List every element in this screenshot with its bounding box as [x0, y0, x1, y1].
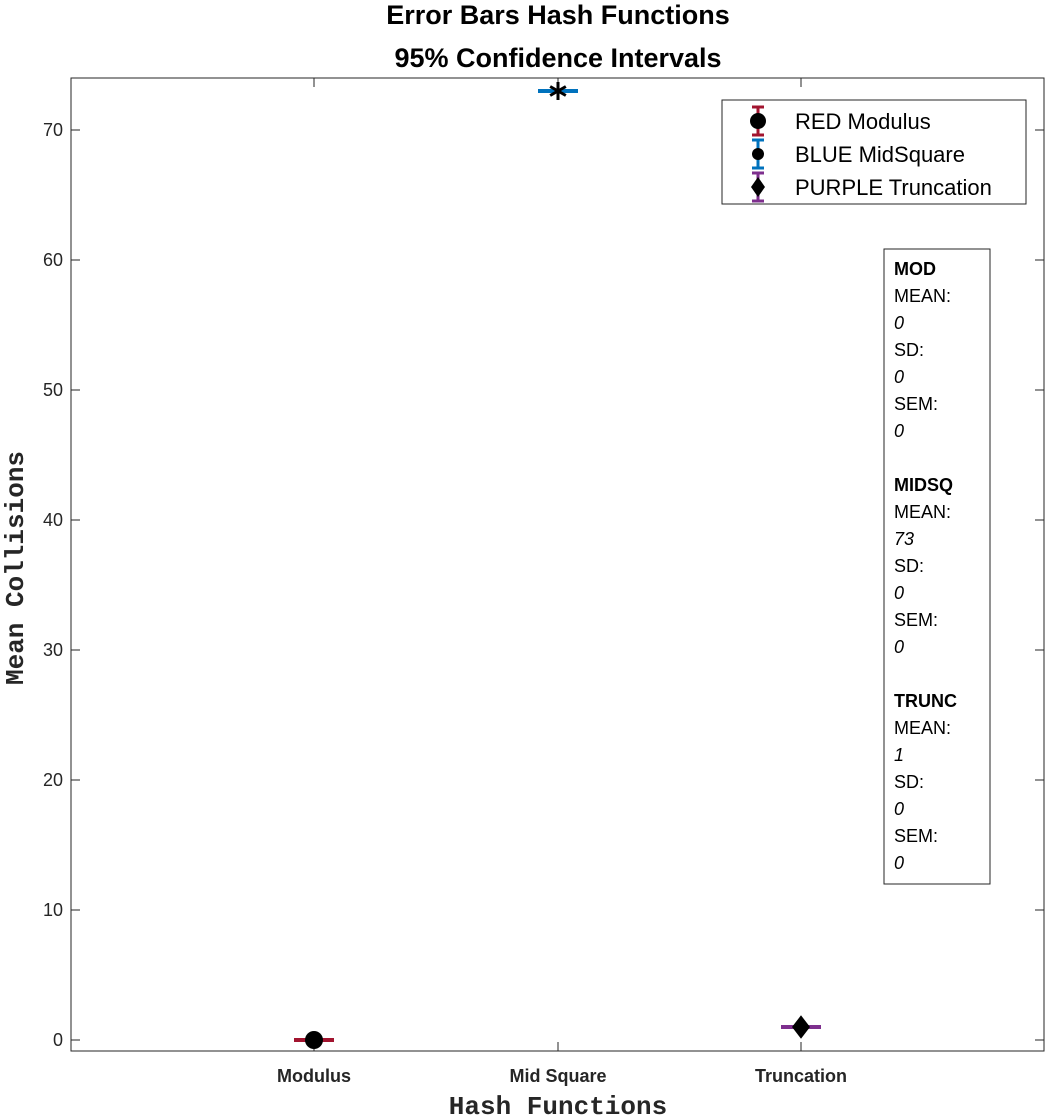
stats-value: 0 — [894, 583, 904, 603]
series-mid-square — [538, 82, 578, 100]
stats-value: 0 — [894, 853, 904, 873]
series-modulus — [294, 1031, 334, 1049]
data-point — [549, 82, 567, 100]
y-tick-label: 70 — [43, 120, 63, 140]
stats-label: MEAN: — [894, 286, 951, 306]
stats-label: SEM: — [894, 610, 938, 630]
y-tick-label: 50 — [43, 380, 63, 400]
x-tick-label: Mid Square — [509, 1066, 606, 1086]
legend[interactable]: RED Modulus BLUE MidSquare PURPLE Truncati… — [721, 99, 1027, 205]
y-tick-label: 20 — [43, 770, 63, 790]
legend-item[interactable]: RED Modulus — [750, 105, 931, 137]
legend-label: PURPLE Truncation — [795, 175, 992, 200]
y-axis-label: Mean Collisions — [1, 451, 31, 685]
stats-header: MOD — [894, 259, 936, 279]
x-axis-label: Hash Functions — [449, 1092, 667, 1118]
data-point — [792, 1015, 810, 1039]
stats-value: 0 — [894, 367, 904, 387]
x-axis: Modulus Mid Square Truncation — [277, 78, 847, 1086]
stats-label: SD: — [894, 772, 924, 792]
asterisk-stroke — [549, 85, 567, 97]
chart-title: Error Bars Hash Functions — [386, 0, 730, 30]
stats-label: SEM: — [894, 394, 938, 414]
data-point — [305, 1031, 323, 1049]
stats-annotation: MOD MEAN: 0 SD: 0 SEM: 0 MIDSQ MEAN: 73 SD: 0 SEM: 0 T… — [883, 248, 991, 885]
legend-label: RED Modulus — [795, 109, 931, 134]
stats-label: SEM: — [894, 826, 938, 846]
x-tick-label: Truncation — [755, 1066, 847, 1086]
plot-area — [70, 77, 1045, 1052]
series-truncation — [781, 1015, 821, 1039]
stats-value: 0 — [894, 421, 904, 441]
stats-value: 1 — [894, 745, 904, 765]
stats-label: MEAN: — [894, 502, 951, 522]
x-tick-label: Modulus — [277, 1066, 351, 1086]
legend-marker — [751, 177, 765, 197]
stats-label: SD: — [894, 556, 924, 576]
legend-marker — [750, 113, 766, 129]
stats-header: TRUNC — [894, 691, 957, 711]
legend-marker — [752, 148, 764, 160]
stats-label: SD: — [894, 340, 924, 360]
legend-box — [721, 99, 1027, 205]
legend-item[interactable]: BLUE MidSquare — [752, 138, 965, 170]
y-tick-label: 40 — [43, 510, 63, 530]
y-tick-label: 30 — [43, 640, 63, 660]
data-marks — [294, 82, 821, 1049]
legend-label: BLUE MidSquare — [795, 142, 965, 167]
stats-value: 0 — [894, 637, 904, 657]
y-tick-label: 60 — [43, 250, 63, 270]
stats-value: 0 — [894, 313, 904, 333]
stats-box — [883, 248, 991, 885]
stats-value: 73 — [894, 529, 914, 549]
legend-item[interactable]: PURPLE Truncation — [751, 171, 992, 203]
stats-value: 0 — [894, 799, 904, 819]
stats-header: MIDSQ — [894, 475, 953, 495]
y-tick-label: 0 — [53, 1030, 63, 1050]
chart-subtitle: 95% Confidence Intervals — [394, 43, 721, 73]
y-tick-label: 10 — [43, 900, 63, 920]
stats-label: MEAN: — [894, 718, 951, 738]
